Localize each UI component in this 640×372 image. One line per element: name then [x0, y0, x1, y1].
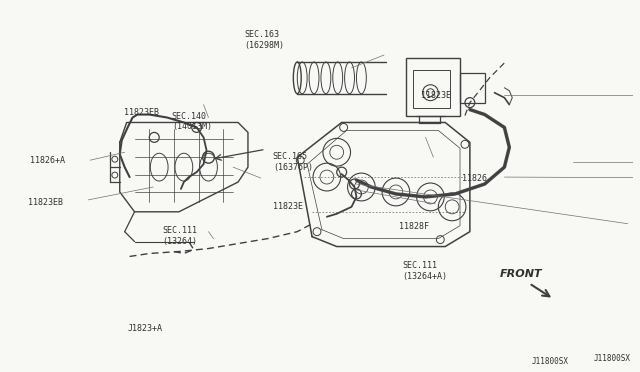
Text: J1823+A: J1823+A [127, 324, 163, 333]
Text: FRONT: FRONT [499, 269, 542, 279]
Text: J11800SX: J11800SX [532, 357, 568, 366]
Text: SEC.140
(14013M): SEC.140 (14013M) [172, 112, 212, 131]
Text: SEC.165
(16376P): SEC.165 (16376P) [273, 152, 313, 172]
Text: 11823E: 11823E [421, 91, 451, 100]
Text: 11823EB: 11823EB [28, 198, 63, 207]
Text: 11828F: 11828F [399, 222, 429, 231]
Text: 11826: 11826 [462, 174, 487, 183]
Text: SEC.111
(13264): SEC.111 (13264) [163, 226, 197, 246]
Text: J11800SX: J11800SX [593, 354, 630, 363]
Text: SEC.163
(16298M): SEC.163 (16298M) [244, 31, 284, 50]
Text: 11823EB: 11823EB [124, 108, 159, 117]
Text: 11823E: 11823E [273, 202, 303, 211]
Text: 11826+A: 11826+A [30, 155, 65, 165]
Text: SEC.111
(13264+A): SEC.111 (13264+A) [402, 261, 447, 280]
